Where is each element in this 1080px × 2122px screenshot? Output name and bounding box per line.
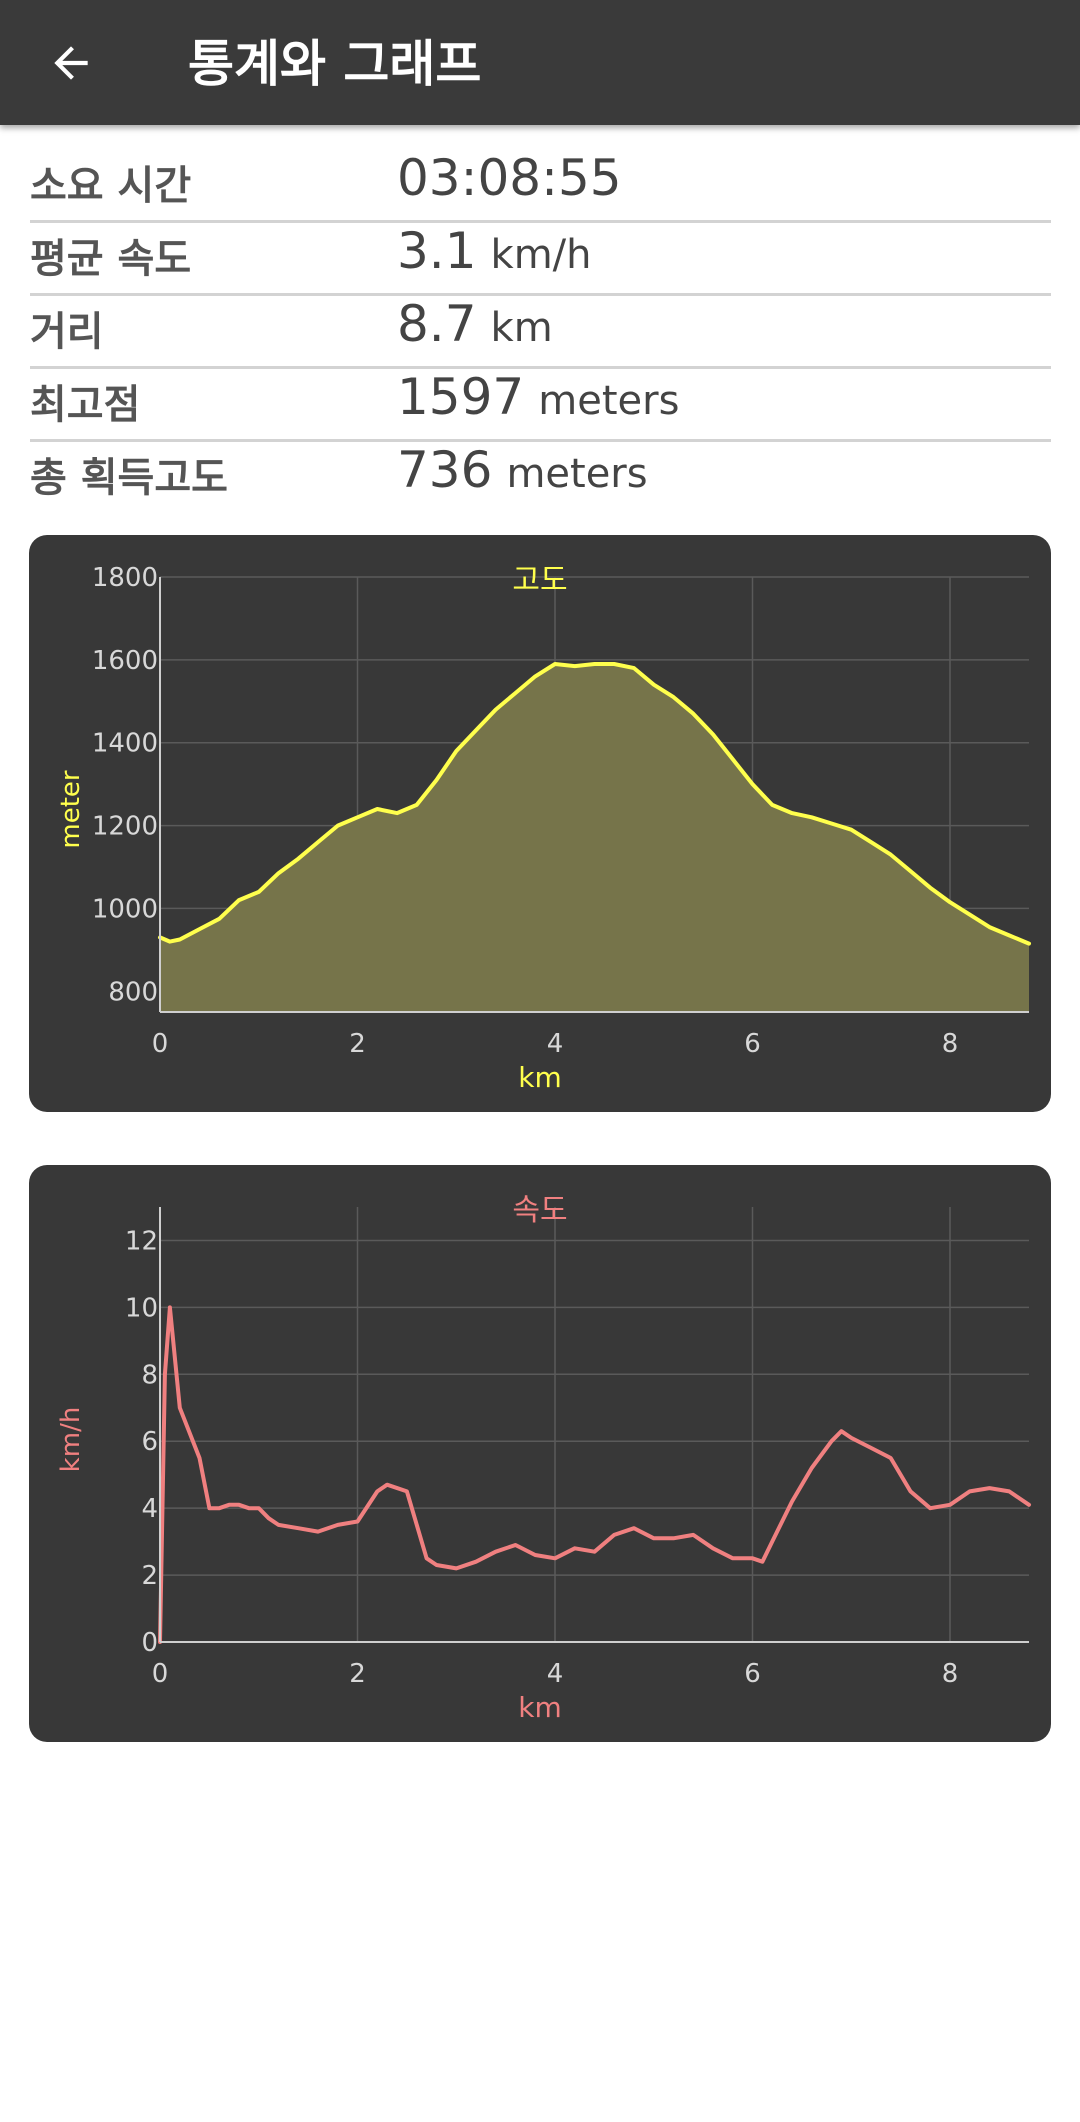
x-tick-label: 2 — [349, 1029, 366, 1059]
stat-row-distance: 거리 8.7 km — [30, 296, 1051, 369]
x-axis-label: km — [518, 1691, 562, 1724]
y-axis-label: km/h — [56, 1407, 86, 1473]
stat-number: 3.1 — [397, 222, 477, 280]
stat-row-max-altitude: 최고점 1597 meters — [30, 369, 1051, 442]
x-tick-label: 6 — [744, 1029, 761, 1059]
stat-value: 736 meters — [397, 442, 648, 510]
y-tick-label: 6 — [141, 1427, 158, 1457]
y-tick-label: 2 — [141, 1561, 158, 1591]
stat-label: 평균 속도 — [30, 236, 192, 282]
stat-row-total-ascent: 총 획득고도 736 meters — [30, 442, 1051, 512]
x-tick-label: 4 — [547, 1659, 564, 1689]
stat-label: 소요 시간 — [30, 163, 192, 209]
page-title: 통계와 그래프 — [188, 35, 482, 93]
stat-unit: km/h — [490, 232, 592, 278]
y-tick-label: 10 — [125, 1293, 158, 1323]
stat-number: 03:08:55 — [397, 149, 622, 207]
altitude-line — [158, 662, 1031, 946]
stat-label: 거리 — [30, 309, 104, 355]
speed-chart: 0 2 4 6 8 10 12 0 2 4 6 8 속도 km km/h — [29, 1165, 1051, 1742]
stat-value: 3.1 km/h — [397, 223, 592, 291]
y-tick-label: 800 — [108, 977, 158, 1007]
y-tick-label: 12 — [125, 1226, 158, 1256]
stat-number: 1597 — [397, 368, 525, 426]
stats-table: 소요 시간 03:08:55 평균 속도 3.1 km/h 거리 8.7 km 최고… — [30, 150, 1051, 512]
stat-label: 총 획득고도 — [30, 455, 228, 501]
x-tick-label: 2 — [349, 1659, 366, 1689]
stat-row-duration: 소요 시간 03:08:55 — [30, 150, 1051, 223]
chart-title: 속도 — [512, 1193, 567, 1228]
y-tick-label: 4 — [141, 1494, 158, 1524]
y-tick-label: 8 — [141, 1360, 158, 1390]
x-tick-label: 0 — [152, 1659, 169, 1689]
y-tick-label: 1000 — [92, 894, 158, 924]
chart-title: 고도 — [512, 563, 567, 598]
arrow-back-icon — [54, 46, 88, 80]
back-button[interactable] — [36, 28, 106, 98]
y-tick-label: 1200 — [92, 812, 158, 842]
speed-line — [158, 1305, 1031, 1644]
stat-value: 8.7 km — [397, 296, 553, 364]
altitude-area — [160, 664, 1029, 1012]
x-axis-label: km — [518, 1061, 562, 1094]
x-tick-label: 8 — [942, 1659, 959, 1689]
y-tick-label: 0 — [141, 1628, 158, 1658]
stat-label: 최고점 — [30, 382, 141, 428]
stat-unit: meters — [506, 451, 648, 497]
stat-number: 736 — [397, 441, 493, 499]
altitude-chart-svg: 800 1000 1200 1400 1600 1800 0 2 4 6 8 고도 km meter — [56, 563, 1031, 1094]
x-tick-label: 8 — [942, 1029, 959, 1059]
y-axis-label: meter — [56, 770, 86, 849]
y-tick-label: 1600 — [92, 646, 158, 676]
stat-value: 1597 meters — [397, 369, 679, 437]
stat-unit: meters — [538, 378, 680, 424]
altitude-chart: 800 1000 1200 1400 1600 1800 0 2 4 6 8 고도 km meter — [29, 535, 1051, 1112]
x-tick-label: 0 — [152, 1029, 169, 1059]
x-tick-label: 6 — [744, 1659, 761, 1689]
stat-value: 03:08:55 — [397, 150, 622, 218]
stat-unit: km — [490, 305, 553, 351]
speed-chart-svg: 0 2 4 6 8 10 12 0 2 4 6 8 속도 km km/h — [56, 1193, 1031, 1724]
y-tick-label: 1800 — [92, 563, 158, 593]
stat-row-avg-speed: 평균 속도 3.1 km/h — [30, 223, 1051, 296]
y-tick-label: 1400 — [92, 729, 158, 759]
stat-number: 8.7 — [397, 295, 477, 353]
app-bar: 통계와 그래프 — [0, 0, 1080, 125]
x-tick-label: 4 — [547, 1029, 564, 1059]
